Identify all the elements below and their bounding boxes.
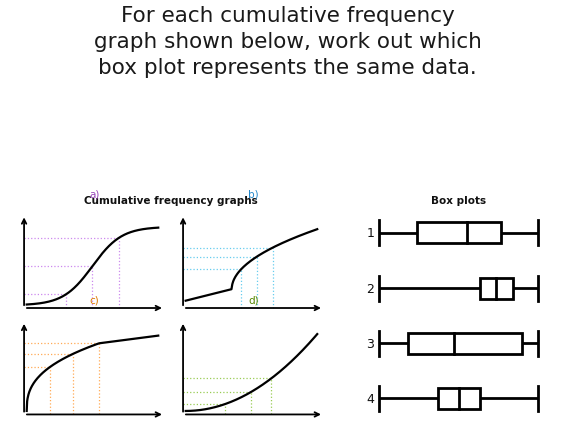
Text: 1: 1	[366, 227, 374, 240]
Text: 3: 3	[366, 337, 374, 350]
Text: c): c)	[90, 295, 99, 305]
Bar	[438, 388, 480, 409]
Text: 2: 2	[366, 282, 374, 295]
Text: d): d)	[248, 295, 259, 305]
Bar	[416, 223, 500, 244]
Text: For each cumulative frequency
graph shown below, work out which
box plot represe: For each cumulative frequency graph show…	[94, 6, 481, 77]
Text: Cumulative frequency graphs: Cumulative frequency graphs	[84, 195, 258, 206]
Text: b): b)	[248, 189, 259, 199]
Bar	[480, 278, 513, 299]
Text: a): a)	[89, 189, 99, 199]
Text: Box plots: Box plots	[431, 195, 486, 206]
Bar	[408, 333, 522, 354]
Text: 4: 4	[366, 392, 374, 405]
